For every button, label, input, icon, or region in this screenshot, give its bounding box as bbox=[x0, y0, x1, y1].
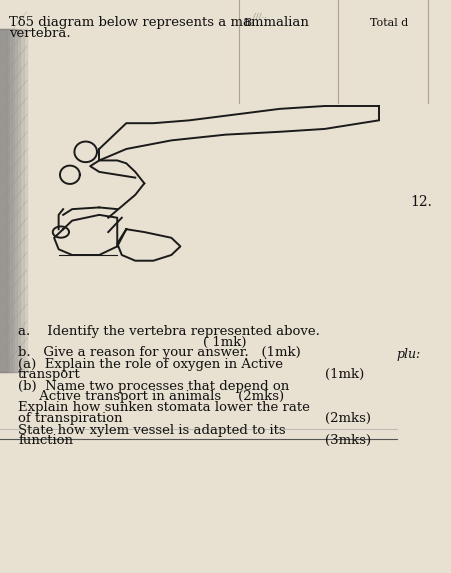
Text: ( 1mk): ( 1mk) bbox=[203, 336, 246, 349]
Text: Active transport in animals    (2mks): Active transport in animals (2mks) bbox=[18, 390, 284, 403]
Text: (a)  Explain the role of oxygen in Active: (a) Explain the role of oxygen in Active bbox=[18, 358, 283, 371]
Text: b.   Give a reason for your answer.   (1mk): b. Give a reason for your answer. (1mk) bbox=[18, 347, 301, 359]
Text: function: function bbox=[18, 434, 73, 447]
Text: (1mk): (1mk) bbox=[325, 368, 364, 381]
Text: a.    Identify the vertebra represented above.: a. Identify the vertebra represented abo… bbox=[18, 325, 320, 338]
Text: Tδ5 diagram below represents a mammalian: Tδ5 diagram below represents a mammalian bbox=[9, 16, 309, 29]
Text: (b)  Name two processes that depend on: (b) Name two processes that depend on bbox=[18, 380, 289, 393]
Text: (3mks): (3mks) bbox=[325, 434, 371, 447]
Text: plu:: plu: bbox=[397, 348, 421, 361]
Text: transport: transport bbox=[18, 368, 81, 381]
Text: Total d: Total d bbox=[370, 18, 408, 28]
Text: B₁: B₁ bbox=[244, 18, 256, 28]
Text: of transpiration: of transpiration bbox=[18, 413, 123, 425]
Text: vertebra.: vertebra. bbox=[9, 28, 71, 40]
Text: (2mks): (2mks) bbox=[325, 413, 371, 425]
Text: State how xylem vessel is adapted to its: State how xylem vessel is adapted to its bbox=[18, 424, 285, 437]
Text: ///..: ///.. bbox=[253, 13, 267, 20]
Text: Explain how sunken stomata lower the rate: Explain how sunken stomata lower the rat… bbox=[18, 402, 310, 414]
Text: 12.: 12. bbox=[410, 195, 433, 209]
